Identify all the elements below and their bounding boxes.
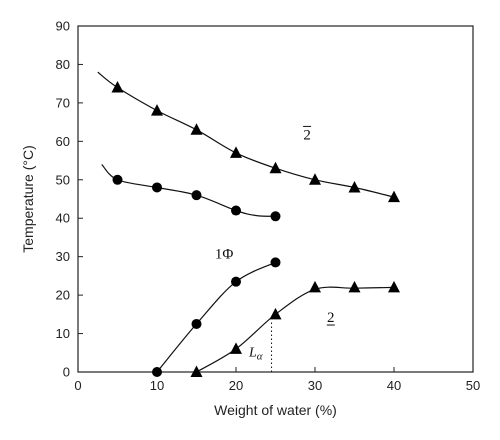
ticks: 0 10 20 30 40 50 0 10 20 30 40 50 60 70 80 90 bbox=[56, 19, 481, 394]
region-label: 2 bbox=[327, 310, 335, 326]
series-4-point bbox=[190, 365, 203, 377]
series-1-point bbox=[269, 161, 282, 174]
series-1-point bbox=[388, 190, 400, 203]
plot-frame bbox=[77, 25, 474, 373]
series-2-point bbox=[112, 174, 123, 185]
series-4-point bbox=[348, 280, 361, 293]
series-1-point bbox=[348, 180, 361, 193]
curves bbox=[97, 71, 395, 373]
region-label: Lα bbox=[248, 346, 263, 363]
x-tick-label: 30 bbox=[308, 378, 322, 393]
series-4-point bbox=[230, 342, 242, 354]
x-tick-label: 20 bbox=[229, 378, 243, 393]
x-tick-label: 0 bbox=[74, 378, 81, 393]
x-tick-label: 40 bbox=[387, 378, 401, 393]
region-label: 1Φ bbox=[215, 247, 234, 263]
series-2-point bbox=[270, 211, 281, 222]
y-tick-label: 40 bbox=[56, 211, 70, 226]
series-1-point bbox=[151, 104, 163, 116]
y-tick-label: 0 bbox=[63, 365, 70, 380]
y-tick-label: 20 bbox=[56, 288, 70, 303]
y-tick-label: 50 bbox=[56, 172, 70, 187]
series-1-point bbox=[111, 81, 124, 93]
series-3-point bbox=[231, 276, 241, 287]
x-tick-label: 50 bbox=[466, 378, 480, 393]
series-4-point bbox=[388, 280, 400, 293]
y-tick-label: 80 bbox=[56, 57, 70, 72]
annotations: 2 1Φ 2 Lα bbox=[215, 125, 335, 372]
y-tick-label: 30 bbox=[56, 249, 70, 264]
region-label: 2 bbox=[303, 127, 311, 143]
x-axis-label: Weight of water (%) bbox=[214, 402, 337, 418]
series-2-point bbox=[152, 182, 162, 193]
markers bbox=[111, 81, 400, 377]
series-3-point bbox=[270, 257, 281, 268]
series-4-point bbox=[309, 280, 321, 293]
series-4-point bbox=[269, 307, 282, 320]
series-2-point bbox=[191, 190, 202, 201]
x-tick-label: 10 bbox=[150, 378, 164, 393]
series-1-point bbox=[309, 173, 321, 185]
series-1-curve bbox=[97, 71, 395, 198]
series-3-point bbox=[152, 367, 162, 377]
y-tick-label: 10 bbox=[56, 326, 70, 341]
y-tick-label: 60 bbox=[56, 134, 70, 149]
series-2-point bbox=[231, 205, 241, 216]
axes bbox=[77, 25, 474, 373]
y-tick-label: 90 bbox=[56, 19, 70, 34]
series-3-point bbox=[191, 318, 202, 329]
series-1-point bbox=[190, 123, 203, 135]
series-1-point bbox=[230, 146, 242, 158]
y-tick-label: 70 bbox=[56, 95, 70, 110]
series-4-curve bbox=[196, 286, 395, 373]
series-3-curve bbox=[156, 261, 276, 373]
y-axis-label: Temperature (°C) bbox=[20, 145, 36, 253]
series-2-curve bbox=[101, 163, 276, 217]
